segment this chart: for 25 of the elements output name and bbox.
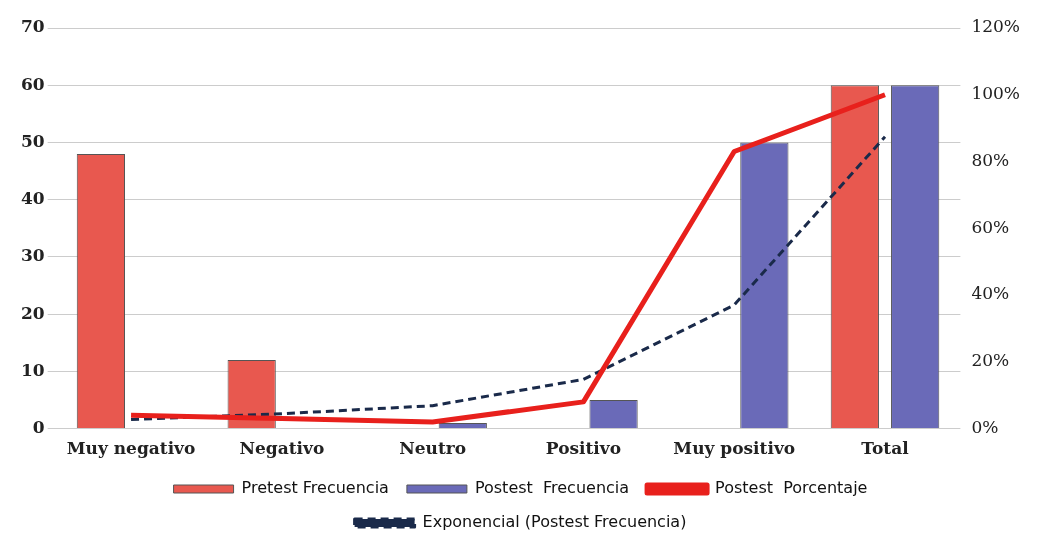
legend-label: Pretest Frecuencia <box>241 478 389 498</box>
y2-tick-label: 80% <box>971 149 1010 170</box>
x-tick-label: Positivo <box>545 438 622 459</box>
y2-tick-label: 100% <box>971 83 1021 104</box>
x-tick-label: Muy negativo <box>66 438 196 459</box>
y2-tick-label: 20% <box>971 350 1010 371</box>
y-tick-label: 0 <box>32 417 45 438</box>
legend-label: Postest Porcentaje <box>715 478 868 498</box>
y-tick-label: 40 <box>20 188 45 209</box>
x-tick-label: Negativo <box>239 438 325 459</box>
x-tick-label: Muy positivo <box>673 438 796 459</box>
x-tick-label: Neutro <box>399 438 467 459</box>
y-tick-label: 50 <box>20 130 45 151</box>
y2-tick-label: 60% <box>971 216 1010 237</box>
y-tick-label: 10 <box>20 359 45 380</box>
y-tick-label: 70 <box>20 16 45 37</box>
legend-label: Exponencial (Postest Frecuencia) <box>422 512 687 532</box>
y-tick-label: 60 <box>20 73 45 94</box>
y2-tick-label: 0% <box>971 417 999 438</box>
y-tick-label: 30 <box>20 245 45 266</box>
x-tick-label: Total <box>861 438 910 459</box>
y-tick-label: 20 <box>20 302 45 323</box>
legend-label: Postest Frecuencia <box>474 478 630 498</box>
y2-tick-label: 120% <box>971 16 1021 37</box>
y2-tick-label: 40% <box>971 283 1010 304</box>
